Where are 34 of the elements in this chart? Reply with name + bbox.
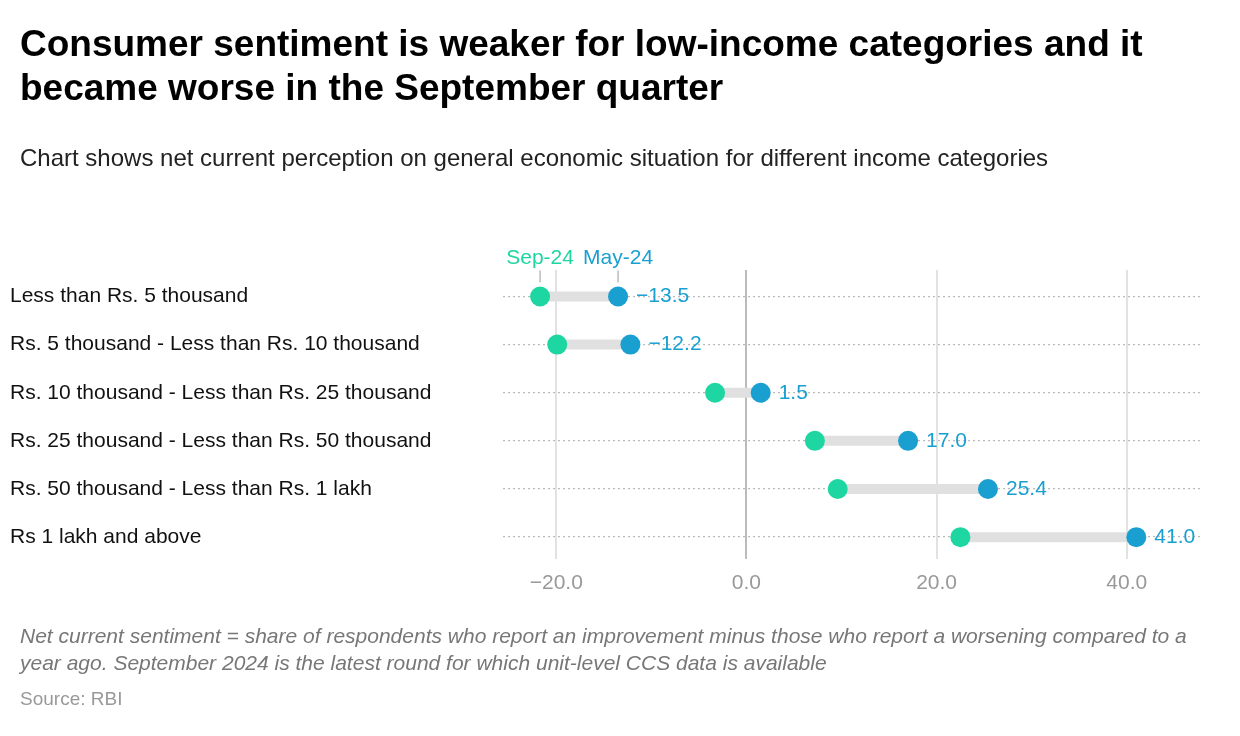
point xyxy=(620,334,641,355)
y-tick-label: Rs. 5 thousand - Less than Rs. 10 thousand xyxy=(10,331,420,355)
point xyxy=(608,286,629,307)
y-tick-label: Rs. 25 thousand - Less than Rs. 50 thousand xyxy=(10,427,432,451)
y-tick-label: Rs. 50 thousand - Less than Rs. 1 lakh xyxy=(10,475,372,499)
point xyxy=(547,334,568,355)
data-label: −13.5 xyxy=(636,283,690,307)
y-tick-label: Rs 1 lakh and above xyxy=(10,523,202,547)
y-tick-label: Less than Rs. 5 thousand xyxy=(10,283,249,307)
point xyxy=(898,430,919,451)
point xyxy=(530,286,551,307)
data-label: 17.0 xyxy=(926,427,967,451)
point xyxy=(705,382,726,403)
point xyxy=(750,382,771,403)
point xyxy=(950,527,971,548)
point xyxy=(977,479,998,500)
x-tick-label: −20.0 xyxy=(529,570,583,594)
data-label: 41.0 xyxy=(1154,523,1196,547)
series-label: Sep-24 xyxy=(506,244,575,268)
text: Net current sentiment = share of respondents who report an improvement minus those who report a worsening compared to a year ago. September 2024 is the latest round for which unit-level CCS data is available xyxy=(20,623,1188,676)
point xyxy=(1126,527,1147,548)
point xyxy=(804,430,825,451)
chart-title: Consumer sentiment is weaker for low-income categories and it became worse in the September quarter xyxy=(20,22,1144,110)
chart-subtitle: Chart shows net current perception on general economic situation for different income categories xyxy=(20,143,1050,173)
point xyxy=(827,479,848,500)
data-label: 1.5 xyxy=(778,379,808,403)
x-tick-label: 20.0 xyxy=(916,570,958,594)
data-label: −12.2 xyxy=(648,331,702,355)
x-tick-label: 0.0 xyxy=(731,570,762,594)
y-tick-label: Rs. 10 thousand - Less than Rs. 25 thousand xyxy=(10,379,432,403)
x-tick-label: 40.0 xyxy=(1106,570,1148,594)
source-note: Source: RBI xyxy=(20,688,123,710)
data-label: 25.4 xyxy=(1005,475,1048,499)
series-label: May-24 xyxy=(583,244,654,268)
